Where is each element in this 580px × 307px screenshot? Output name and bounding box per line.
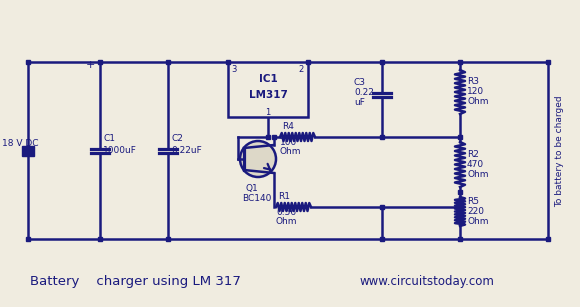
Text: R4: R4 [282,122,294,131]
Text: 0.22uF: 0.22uF [171,146,202,155]
Text: 120: 120 [467,87,484,96]
Text: C2: C2 [171,134,183,143]
Text: www.circuitstoday.com: www.circuitstoday.com [360,275,495,288]
Text: +: + [86,60,95,70]
Text: Ohm: Ohm [280,147,302,156]
Text: 18 V DC: 18 V DC [2,139,38,148]
Circle shape [240,141,276,177]
Text: 3: 3 [231,65,237,74]
Text: R2: R2 [467,150,479,159]
Text: Ohm: Ohm [467,217,488,226]
Text: 220: 220 [467,207,484,216]
Text: 470: 470 [467,160,484,169]
Text: To battery to be charged: To battery to be charged [556,95,564,207]
Text: 2: 2 [298,65,303,74]
Text: BC140: BC140 [242,194,271,203]
Text: 0.22: 0.22 [354,88,374,97]
Text: Ohm: Ohm [467,97,488,106]
Text: 100: 100 [280,138,297,147]
Text: C1: C1 [103,134,115,143]
Text: R5: R5 [467,197,479,206]
Bar [228,62,308,117]
Text: Ohm: Ohm [467,170,488,179]
Text: Battery    charger using LM 317: Battery charger using LM 317 [30,275,241,288]
Text: uF: uF [354,98,365,107]
Text: R1: R1 [278,192,290,201]
Text: Ohm: Ohm [276,217,298,226]
Text: Q1: Q1 [246,184,259,193]
Text: R3: R3 [467,77,479,86]
Text: 1: 1 [265,108,270,117]
Text: C3: C3 [354,78,366,87]
Text: 1000uF: 1000uF [103,146,137,155]
Text: 0.56: 0.56 [276,208,296,217]
Text: LM317: LM317 [249,90,288,100]
Text: IC1: IC1 [259,74,277,84]
Bar [22,146,34,156]
